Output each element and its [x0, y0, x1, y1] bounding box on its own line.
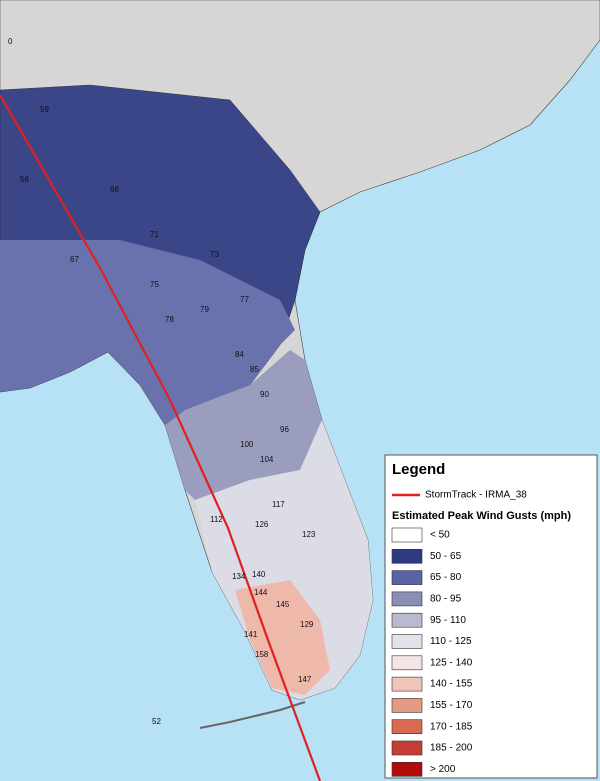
map-label: 158: [255, 650, 269, 659]
class-label: 155 - 170: [430, 700, 473, 711]
map-label: 77: [240, 295, 249, 304]
class-swatch: [391, 698, 423, 713]
class-label: 95 - 110: [430, 615, 466, 626]
map-label: 59: [40, 105, 49, 114]
map-label: 73: [210, 250, 219, 259]
map-label: 129: [300, 620, 314, 629]
north-florida: [0, 240, 295, 425]
legend: Legend StormTrack - IRMA_38 Estimated Pe…: [384, 454, 598, 779]
hurricane-core: [235, 580, 330, 695]
keys: [199, 701, 306, 729]
class-swatch: [391, 612, 423, 628]
map-label: 126: [255, 520, 269, 529]
map-label: 68: [110, 185, 119, 194]
map-label: 84: [235, 350, 244, 359]
map-label: 67: [70, 255, 79, 264]
south-florida: [195, 420, 373, 700]
class-swatch: [391, 761, 423, 777]
map-label: 90: [260, 390, 269, 399]
map-label: 71: [150, 230, 159, 239]
map-label: 56: [20, 175, 29, 184]
class-label: < 50: [430, 530, 450, 541]
map-label: 0: [8, 37, 13, 46]
class-swatch: [391, 740, 423, 756]
class-swatch: [391, 527, 423, 543]
class-swatch: [391, 634, 423, 649]
class-swatch: [391, 719, 423, 735]
class-label: 50 - 65: [430, 551, 462, 562]
legend-title: Legend: [392, 461, 445, 478]
class-label: 65 - 80: [430, 572, 462, 583]
map-label: 100: [240, 440, 254, 449]
map-label: 78: [165, 315, 174, 324]
map-label: 112: [210, 515, 223, 524]
map-label: 141: [244, 630, 258, 639]
scale-title: Estimated Peak Wind Gusts (mph): [392, 510, 571, 522]
class-label: 125 - 140: [430, 657, 473, 668]
map-label: 123: [302, 530, 316, 539]
track-label: StormTrack - IRMA_38: [425, 490, 527, 501]
class-swatch: [391, 570, 423, 585]
map-label: 144: [254, 588, 268, 597]
map-label: 140: [252, 570, 266, 579]
class-swatch: [391, 591, 423, 607]
map-label: 96: [280, 425, 289, 434]
class-swatch: [391, 676, 423, 692]
class-label: 140 - 155: [430, 679, 473, 690]
map-label: 134: [232, 572, 246, 581]
map-label: 85: [250, 365, 259, 374]
central-florida: [165, 350, 322, 500]
class-label: 80 - 95: [430, 594, 462, 605]
map-label: 117: [272, 500, 285, 509]
class-swatch: [391, 548, 423, 564]
class-label: 170 - 185: [430, 721, 473, 732]
map-label: 75: [150, 280, 159, 289]
class-label: 110 - 125: [430, 636, 472, 647]
map-label: 147: [298, 675, 312, 684]
class-label: > 200: [430, 764, 456, 775]
class-label: 185 - 200: [430, 743, 473, 754]
class-swatch: [391, 655, 423, 671]
map-label: 79: [200, 305, 209, 314]
map-label: 52: [152, 717, 161, 726]
map-label: 104: [260, 455, 274, 464]
storm-track: [0, 94, 322, 781]
map-label: 145: [276, 600, 290, 609]
